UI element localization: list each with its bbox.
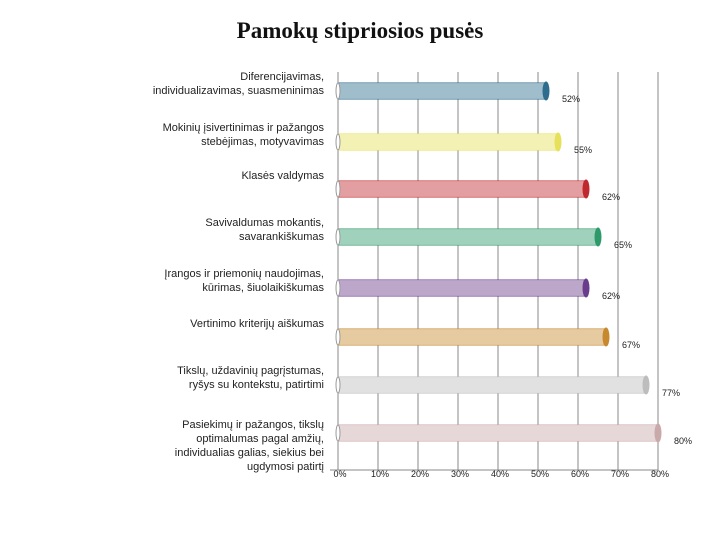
category-label: Tikslų, uždavinių pagrįstumas, ryšys su k… xyxy=(177,365,324,391)
category-label-line: Mokinių įsivertinimas ir pažangos xyxy=(163,122,325,134)
data-label: 52% xyxy=(562,94,580,104)
bar-start-cap xyxy=(335,180,341,198)
bar-end-cap xyxy=(602,327,610,347)
category-label-line: ryšys su kontekstu, patirtimi xyxy=(189,379,324,391)
bar-start-cap xyxy=(335,279,341,297)
data-label: 55% xyxy=(574,145,592,155)
category-label-line: ugdymosi patirtį xyxy=(247,461,325,473)
bar-end-cap xyxy=(554,132,562,152)
data-label: 62% xyxy=(602,291,620,301)
category-label-line: optimalumas pagal amžių, xyxy=(196,433,324,445)
bar-end-cap xyxy=(654,423,662,443)
x-tick-label: 70% xyxy=(611,469,629,479)
bar-start-cap xyxy=(335,82,341,100)
category-label-line: Savivaldumas mokantis, xyxy=(205,217,324,229)
x-tick-label: 20% xyxy=(411,469,429,479)
category-label-line: Vertinimo kriterijų aiškumas xyxy=(190,318,324,330)
category-label-line: individualias galias, siekius bei xyxy=(175,447,324,459)
bar-end-cap xyxy=(582,179,590,199)
data-label: 77% xyxy=(662,388,680,398)
bar-2 xyxy=(335,132,562,152)
bar-4 xyxy=(335,227,602,247)
category-label-line: Tikslų, uždavinių pagrįstumas, xyxy=(177,365,324,377)
x-tick-label: 30% xyxy=(451,469,469,479)
category-label: Pasiekimų ir pažangos, tikslų optimalumas… xyxy=(175,419,325,473)
bar-start-cap xyxy=(335,376,341,394)
bar-start-cap xyxy=(335,133,341,151)
bar-6 xyxy=(335,327,610,347)
category-label: Įrangos ir priemonių naudojimas, kūrimas,… xyxy=(164,268,324,294)
category-label-line: individualizavimas, suasmeninimas xyxy=(153,85,325,97)
chart-title-text: Pamokų stipriosios pusės xyxy=(236,18,484,43)
x-tick-label: 80% xyxy=(651,469,669,479)
bar-start-cap xyxy=(335,328,341,346)
category-label-line: kūrimas, šiuolaikiškumas xyxy=(202,282,324,294)
bar-5 xyxy=(335,278,590,298)
category-label: Savivaldumas mokantis, savarankiškumas xyxy=(205,217,324,243)
data-label: 62% xyxy=(602,192,620,202)
category-label-line: Pasiekimų ir pažangos, tikslų xyxy=(182,419,324,431)
x-tick-label: 50% xyxy=(531,469,549,479)
bar-8 xyxy=(335,423,662,443)
bar-7 xyxy=(335,375,650,395)
chart-title: Pamokų stipriosios pusės xyxy=(0,18,720,44)
x-tick-label: 10% xyxy=(371,469,389,479)
category-label-line: Įrangos ir priemonių naudojimas, xyxy=(164,268,324,280)
category-label: Mokinių įsivertinimas ir pažangos stebėji… xyxy=(163,122,325,148)
x-tick-label: 60% xyxy=(571,469,589,479)
category-label-line: Diferencijavimas, xyxy=(240,71,324,83)
gridlines xyxy=(337,72,659,470)
bar-start-cap xyxy=(335,228,341,246)
category-label: Klasės valdymas xyxy=(241,170,324,182)
bar-end-cap xyxy=(594,227,602,247)
category-label: Diferencijavimas, individualizavimas, sua… xyxy=(153,71,325,97)
category-label-line: Klasės valdymas xyxy=(241,170,324,182)
category-label-line: stebėjimas, motyvavimas xyxy=(201,136,324,148)
data-label: 80% xyxy=(674,436,692,446)
bar-end-cap xyxy=(542,81,550,101)
category-label-line: savarankiškumas xyxy=(239,231,324,243)
data-label: 67% xyxy=(622,340,640,350)
category-label: Vertinimo kriterijų aiškumas xyxy=(190,318,324,330)
bar-start-cap xyxy=(335,424,341,442)
bar-end-cap xyxy=(642,375,650,395)
bar-3 xyxy=(335,179,590,199)
bar-1 xyxy=(335,81,550,101)
bar-end-cap xyxy=(582,278,590,298)
data-label: 65% xyxy=(614,240,632,250)
x-tick-label: 40% xyxy=(491,469,509,479)
x-tick-label: 0% xyxy=(333,469,346,479)
